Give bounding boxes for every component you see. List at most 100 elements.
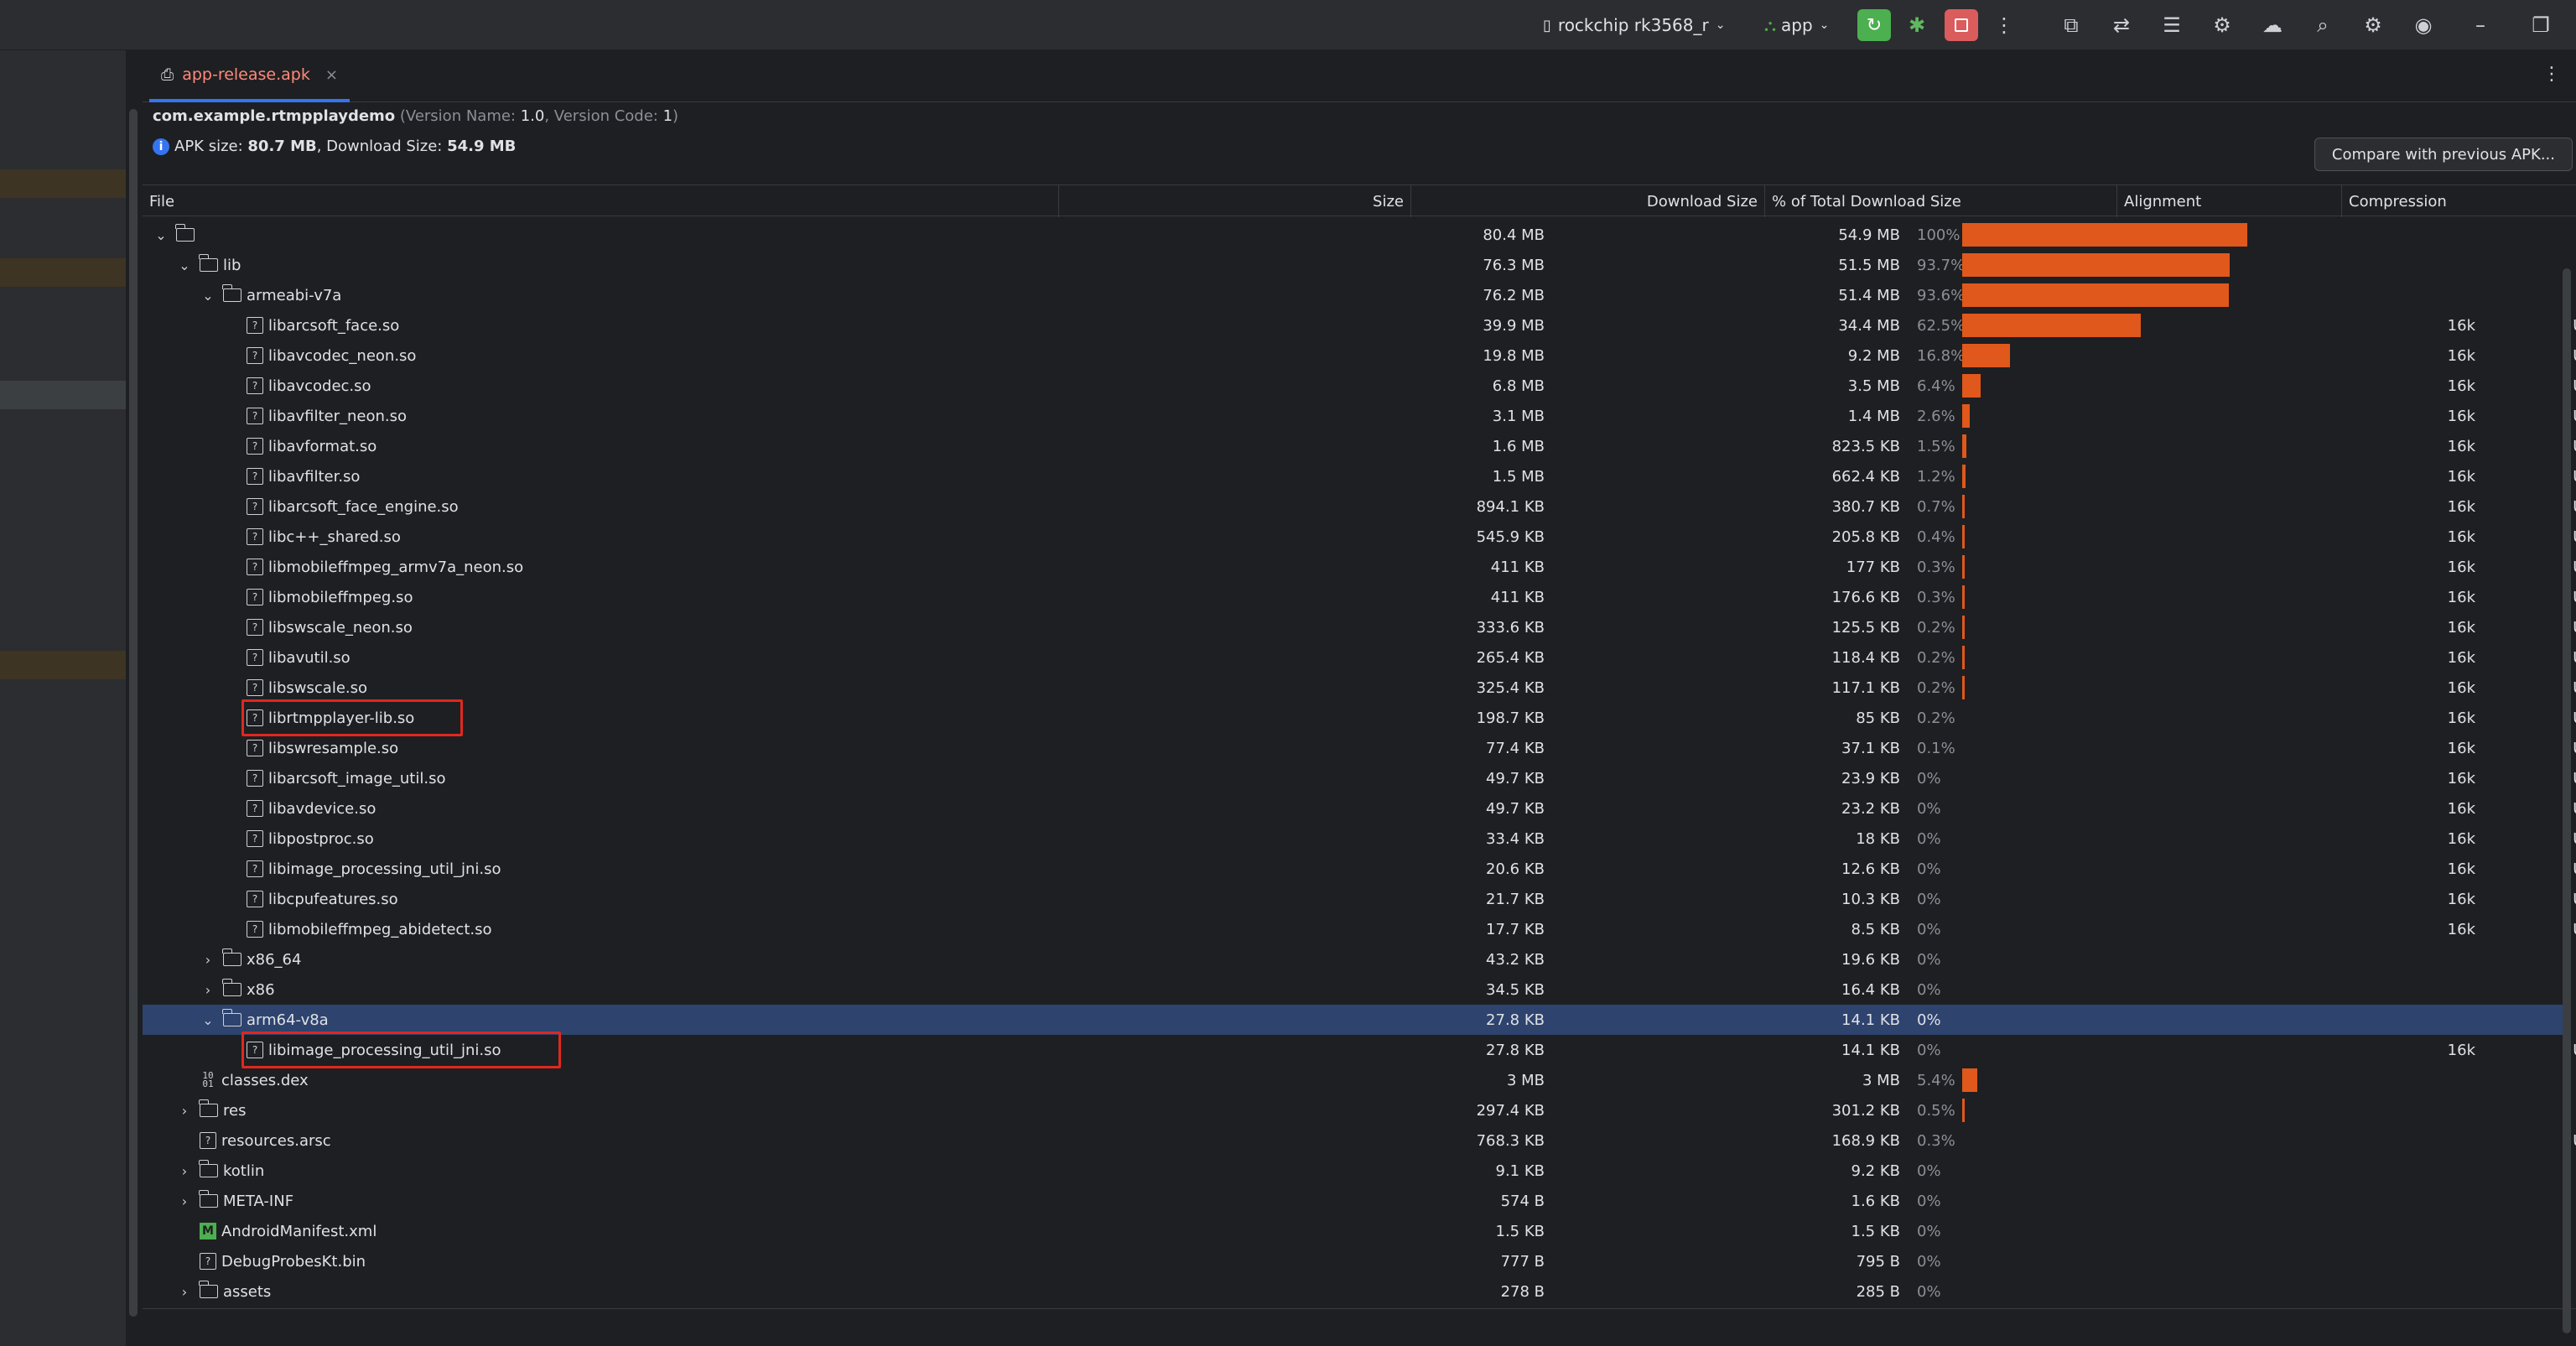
table-row[interactable]: ? libimage_processing_util_jni.so 27.8 KB 1… — [143, 1032, 2576, 1068]
table-row[interactable]: ? resources.arsc 768.3 KB 168.9 KB 0.3% Uncom… — [143, 1125, 2576, 1156]
search-icon[interactable]: ⌕ — [2317, 13, 2329, 37]
file-icon: ? — [247, 589, 263, 605]
compression-cell — [2407, 1156, 2576, 1186]
plugin-icon[interactable]: ⚙ — [2213, 13, 2231, 37]
table-row[interactable]: ? libmobileffmpeg_abidetect.so 17.7 KB 8.5 … — [143, 914, 2576, 944]
table-row[interactable]: ⌄ arm64-v8a 27.8 KB 14.1 KB 0% — [143, 1005, 2566, 1035]
more-tabs-icon[interactable]: ⋮ — [2542, 64, 2561, 85]
size-cell: 545.9 KB — [1476, 527, 1545, 546]
column-header-size[interactable]: Size — [1059, 185, 1411, 217]
percent-cell: 0.3% — [1917, 588, 1955, 606]
table-row[interactable]: ? librtmpplayer-lib.so 198.7 KB 85 KB 0.2% 16… — [143, 699, 2576, 736]
table-row[interactable]: ? libswresample.so 77.4 KB 37.1 KB 0.1% 16kUn… — [143, 733, 2576, 763]
file-icon: ? — [247, 559, 263, 575]
logcat-icon[interactable]: ☰ — [2163, 13, 2181, 37]
run-config-selector[interactable]: ⛬ app ⌄ — [1764, 0, 1829, 50]
download-size-cell: 14.1 KB — [1841, 1041, 1900, 1059]
file-icon: ? — [247, 740, 263, 756]
file-icon: ? — [247, 891, 263, 907]
table-row[interactable]: ⌄ 80.4 MB 54.9 MB 100% — [143, 220, 2566, 250]
table-row[interactable]: › res 297.4 KB 301.2 KB 0.5% — [143, 1095, 2566, 1125]
alignment-cell: 16k — [2447, 648, 2475, 667]
table-row[interactable]: ⌄ armeabi-v7a 76.2 MB 51.4 MB 93.6% — [143, 280, 2566, 310]
alignment-cell: 16k — [2447, 497, 2475, 516]
left-scrollbar[interactable] — [129, 109, 138, 1317]
download-size-cell: 85 KB — [1856, 709, 1900, 727]
table-row[interactable]: ? libarcsoft_image_util.so 49.7 KB 23.9 KB 0… — [143, 763, 2576, 793]
table-row[interactable]: › META-INF 574 B 1.6 KB 0% — [143, 1186, 2566, 1216]
compression-cell — [2407, 1095, 2576, 1125]
cloud-sync-icon[interactable]: ☁ — [2262, 13, 2283, 37]
column-header-download-size[interactable]: Download Size — [1411, 185, 1765, 217]
chevron-right-icon[interactable]: › — [181, 1162, 188, 1179]
table-row[interactable]: ? libavfilter_neon.so 3.1 MB 1.4 MB 2.6% 16kU… — [143, 401, 2576, 431]
column-header-compression[interactable]: Compression — [2349, 192, 2447, 210]
table-row[interactable]: ? libimage_processing_util_jni.so 20.6 KB 1… — [143, 854, 2576, 884]
table-row[interactable]: ? libcpufeatures.so 21.7 KB 10.3 KB 0% 16kUnc… — [143, 884, 2576, 914]
table-row[interactable]: ? libavformat.so 1.6 MB 823.5 KB 1.5% 16kUnco… — [143, 431, 2576, 461]
chevron-right-icon[interactable]: › — [181, 1193, 188, 1209]
stop-button[interactable] — [1945, 9, 1978, 41]
table-row[interactable]: › assets 278 B 285 B 0% — [143, 1276, 2566, 1307]
table-row[interactable]: ? libmobileffmpeg_armv7a_neon.so 411 KB 177… — [143, 552, 2576, 582]
chevron-down-icon[interactable]: ⌄ — [202, 287, 214, 304]
file-name-cell: ? libavfilter_neon.so — [225, 401, 407, 431]
table-row[interactable]: ? libarcsoft_face.so 39.9 MB 34.4 MB 62.5% 16… — [143, 310, 2576, 340]
size-cell: 43.2 KB — [1486, 950, 1545, 969]
table-row[interactable]: ? libswscale.so 325.4 KB 117.1 KB 0.2% 16kUnc… — [143, 673, 2576, 703]
table-row[interactable]: ? libavutil.so 265.4 KB 118.4 KB 0.2% 16kUnco… — [143, 642, 2576, 673]
highlight-box — [242, 1032, 561, 1068]
file-name: x86 — [247, 980, 275, 999]
table-row[interactable]: ? libavcodec_neon.so 19.8 MB 9.2 MB 16.8% 16k… — [143, 340, 2576, 371]
more-actions-icon[interactable]: ⋮ — [1994, 13, 2014, 37]
chevron-down-icon[interactable]: ⌄ — [155, 226, 167, 243]
column-header-pct[interactable]: % of Total Download Size — [1765, 185, 2117, 217]
chevron-right-icon[interactable]: › — [181, 1283, 188, 1300]
table-scrollbar[interactable] — [2563, 268, 2571, 1333]
table-row[interactable]: ? libavcodec.so 6.8 MB 3.5 MB 6.4% 16kUncompr… — [143, 371, 2576, 401]
minimize-icon[interactable]: – — [2475, 13, 2485, 37]
column-header-alignment[interactable]: Alignment — [2117, 185, 2342, 217]
settings-icon[interactable]: ⚙ — [2364, 13, 2382, 37]
rerun-button[interactable]: ↻ — [1857, 9, 1891, 41]
table-row[interactable]: ? libavdevice.so 49.7 KB 23.2 KB 0% 16kUncomp… — [143, 793, 2576, 824]
account-icon[interactable]: ◉ — [2414, 13, 2433, 37]
chevron-right-icon[interactable]: › — [205, 951, 211, 968]
download-size-cell: 23.2 KB — [1841, 799, 1900, 818]
download-size-bar — [1962, 344, 2011, 367]
table-row[interactable]: ? libpostproc.so 33.4 KB 18 KB 0% 16kUncompre… — [143, 824, 2576, 854]
file-name: libmobileffmpeg.so — [268, 588, 413, 606]
translate-icon[interactable]: ⇄ — [2112, 13, 2131, 37]
close-icon[interactable]: × — [325, 65, 338, 84]
table-row[interactable]: ? libavfilter.so 1.5 MB 662.4 KB 1.2% 16kUnco… — [143, 461, 2576, 491]
size-cell: 297.4 KB — [1476, 1101, 1545, 1120]
download-size-bar — [1962, 495, 1965, 518]
percent-cell: 0.2% — [1917, 678, 1955, 697]
table-row[interactable]: › x86 34.5 KB 16.4 KB 0% — [143, 974, 2566, 1005]
table-row[interactable]: ? libswscale_neon.so 333.6 KB 125.5 KB 0.2% 1… — [143, 612, 2576, 642]
file-icon: ? — [247, 770, 263, 787]
table-row[interactable]: › x86_64 43.2 KB 19.6 KB 0% — [143, 944, 2566, 974]
table-row[interactable]: › kotlin 9.1 KB 9.2 KB 0% — [143, 1156, 2566, 1186]
compare-with-previous-apk-button[interactable]: Compare with previous APK... — [2314, 138, 2573, 171]
column-header-file[interactable]: File — [143, 185, 1059, 217]
chevron-down-icon[interactable]: ⌄ — [179, 257, 190, 273]
table-row[interactable]: ⌄ lib 76.3 MB 51.5 MB 93.7% — [143, 250, 2566, 280]
tab-app-release-apk[interactable]: ⎙ app-release.apk × — [149, 50, 350, 102]
chevron-right-icon[interactable]: › — [181, 1102, 188, 1119]
chevron-right-icon[interactable]: › — [205, 981, 211, 998]
package-info: com.example.rtmpplaydemo (Version Name: … — [153, 107, 678, 125]
chevron-down-icon[interactable]: ⌄ — [202, 1011, 214, 1028]
table-row[interactable]: ? libmobileffmpeg.so 411 KB 176.6 KB 0.3% 16k… — [143, 582, 2576, 612]
debug-icon[interactable]: ✱ — [1908, 13, 1926, 37]
compression-cell: Uncompressed — [2407, 401, 2576, 431]
table-row[interactable]: ? libc++_shared.so 545.9 KB 205.8 KB 0.4% 16k… — [143, 522, 2576, 552]
device-manager-icon[interactable]: ⧉ — [2064, 13, 2079, 37]
table-row[interactable]: ? libarcsoft_face_engine.so 894.1 KB 380.7 … — [143, 491, 2576, 522]
device-selector[interactable]: ▯ rockchip rk3568_r ⌄ — [1543, 0, 1725, 50]
file-name: libavcodec_neon.so — [268, 346, 417, 365]
restore-icon[interactable]: ❐ — [2532, 13, 2550, 37]
